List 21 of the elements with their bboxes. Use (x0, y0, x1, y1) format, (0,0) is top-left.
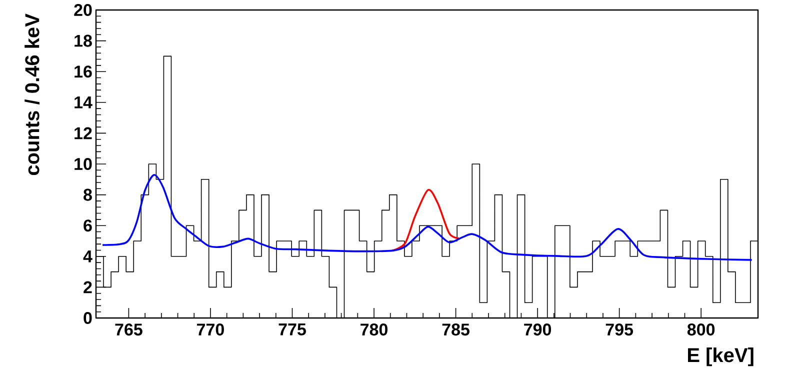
x-tick-label: 790 (524, 324, 552, 336)
y-tick-label: 6 (84, 220, 92, 232)
y-tick-label: 8 (84, 188, 92, 201)
y-tick-label: 2 (84, 281, 92, 294)
y-tick-label: 10 (74, 158, 92, 170)
x-tick-label: 770 (197, 324, 224, 336)
y-tick-label: 12 (74, 127, 92, 140)
y-tick-label: 4 (83, 250, 92, 262)
x-tick-label: 800 (687, 324, 715, 336)
x-axis-title: E [keV] (688, 348, 754, 366)
y-tick-label: 0 (84, 312, 92, 324)
y-tick-label: 14 (74, 96, 92, 108)
y-tick-label: 20 (74, 4, 92, 16)
y-tick-label: 16 (74, 66, 92, 78)
y-axis-title: counts / 0.46 keV (24, 14, 40, 176)
x-tick-label: 795 (606, 324, 634, 336)
x-tick-label: 780 (360, 324, 388, 336)
y-tick-label: 18 (74, 34, 92, 47)
x-tick-label: 785 (442, 324, 470, 336)
x-tick-label: 775 (278, 324, 306, 336)
x-tick-label: 765 (115, 324, 142, 336)
